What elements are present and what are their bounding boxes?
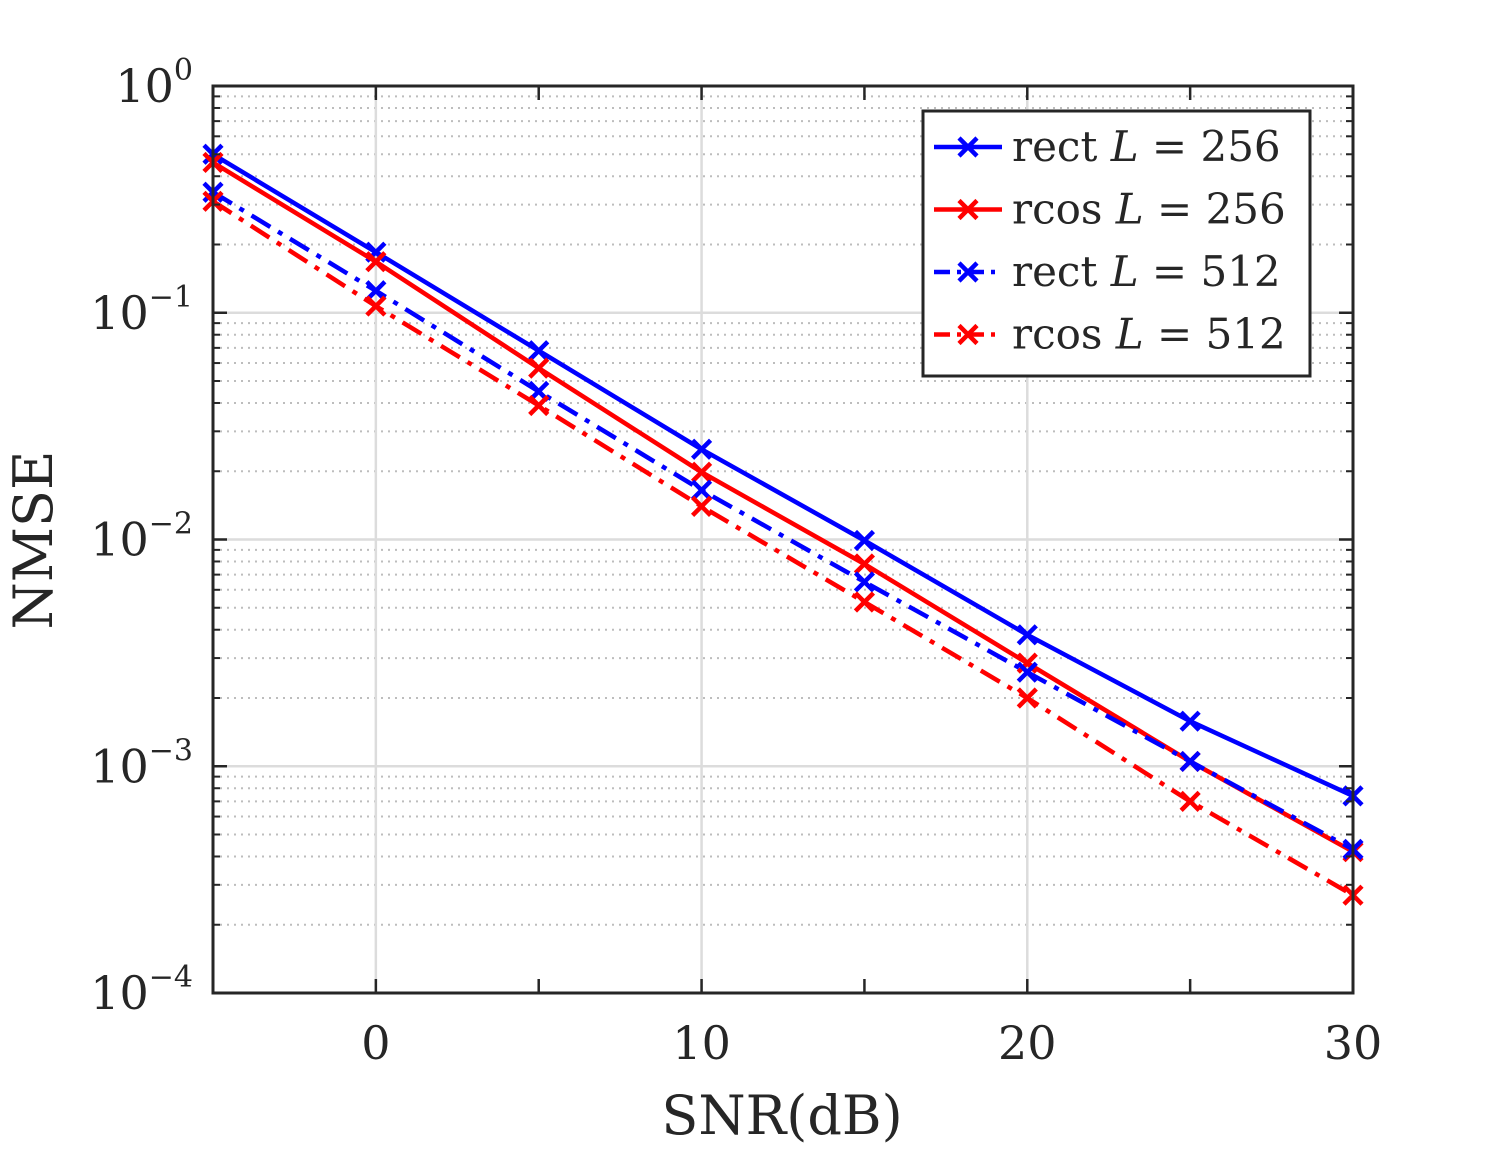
data-point-marker xyxy=(690,495,713,517)
legend-label: rcos L = 512 xyxy=(1012,310,1286,359)
y-tick-label: 100 xyxy=(115,53,193,113)
data-point-marker xyxy=(853,571,876,593)
x-tick-label: 10 xyxy=(672,1016,731,1070)
legend-marker xyxy=(957,261,979,283)
x-tick-label: 0 xyxy=(361,1016,390,1070)
data-point-marker xyxy=(528,357,550,379)
legend-label: rcos L = 256 xyxy=(1012,185,1286,234)
data-point-marker xyxy=(853,553,876,575)
data-point-marker xyxy=(1016,661,1038,683)
legend-marker xyxy=(957,198,979,221)
data-point-marker xyxy=(690,438,713,460)
data-point-marker xyxy=(1179,750,1201,773)
legend-marker xyxy=(957,136,979,158)
data-point-marker xyxy=(365,280,387,302)
y-axis-title: NMSE xyxy=(2,451,65,630)
x-axis-title: SNR(dB) xyxy=(661,1084,902,1147)
data-point-marker xyxy=(365,295,387,317)
tick-labels: 0 10 20 30 100 10−1 10−2 10−3 10−4 xyxy=(90,53,1382,1070)
data-point-marker xyxy=(528,394,550,417)
legend-label: rect L = 512 xyxy=(1012,247,1281,296)
legend-item: rcos L = 512 xyxy=(934,310,1286,359)
data-point-marker xyxy=(690,479,713,501)
data-point-marker xyxy=(1179,790,1201,812)
legend-item: rect L = 256 xyxy=(934,122,1281,171)
series-3 xyxy=(202,181,1364,860)
data-point-marker xyxy=(690,461,713,483)
data-point-marker xyxy=(528,340,550,362)
y-tick-label: 10−2 xyxy=(90,507,193,567)
legend-box xyxy=(921,109,1312,378)
series-line xyxy=(211,152,1354,798)
data-point-marker xyxy=(853,591,876,613)
legend-item: rect L = 512 xyxy=(934,247,1281,296)
series-line xyxy=(211,190,1355,852)
x-tick-label: 20 xyxy=(998,1016,1057,1070)
y-tick-label: 10−4 xyxy=(90,960,193,1020)
series-line xyxy=(211,199,1355,898)
x-tick-label: 30 xyxy=(1324,1016,1383,1070)
data-point-marker xyxy=(1179,710,1201,732)
legend-item: rcos L = 256 xyxy=(934,185,1286,234)
legend: rect L = 256 rcos L = 256 rect L = 512 rcos… xyxy=(921,109,1312,378)
y-tick-label: 10−3 xyxy=(90,733,193,793)
legend-marker xyxy=(957,323,979,346)
legend-label: rect L = 256 xyxy=(1012,122,1281,171)
data-point-marker xyxy=(365,251,387,273)
data-point-marker xyxy=(1016,687,1038,709)
axes xyxy=(211,84,1355,995)
y-tick-label: 10−1 xyxy=(90,280,193,340)
data-point-marker xyxy=(1016,624,1038,646)
data-point-marker xyxy=(853,529,876,552)
